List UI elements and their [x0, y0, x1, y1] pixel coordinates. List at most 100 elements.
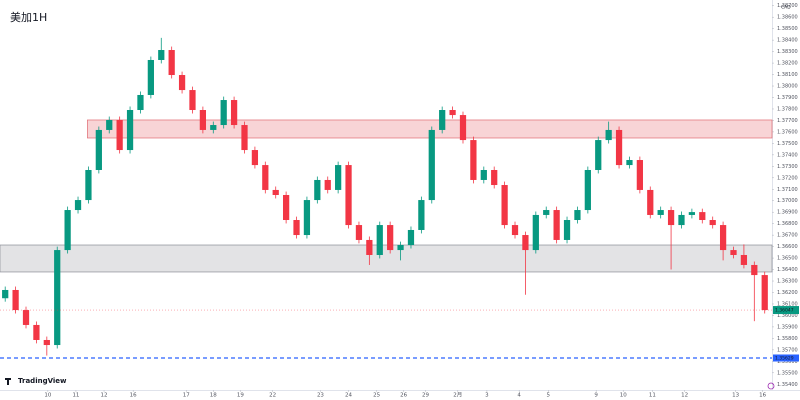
candle-body: [574, 210, 581, 221]
y-tick-label: 1.37200: [777, 175, 798, 181]
y-tick-label: 1.37700: [777, 118, 798, 124]
candle-body: [449, 110, 456, 116]
candle-body: [719, 225, 727, 251]
y-tick-label: 1.38400: [777, 38, 798, 44]
candle-body: [168, 50, 175, 76]
candle-body: [657, 210, 664, 215]
y-tick-label: 1.35900: [777, 324, 798, 330]
candle-body: [376, 225, 383, 255]
x-tick-label: 16: [759, 393, 766, 399]
y-tick-label: 1.36100: [777, 301, 798, 307]
y-tick-label: 1.38100: [777, 72, 798, 78]
candle-body: [480, 169, 487, 180]
candle-body: [751, 264, 758, 276]
candle-body: [428, 129, 435, 201]
watermark: TradingView: [18, 377, 67, 385]
x-tick-label: 17: [183, 393, 190, 399]
x-tick-label: 11: [649, 393, 656, 399]
y-tick-label: 1.35500: [777, 370, 798, 376]
candle-body: [262, 165, 269, 190]
x-tick-label: 11: [72, 393, 79, 399]
candle-body: [251, 150, 259, 166]
x-tick-label: 23: [317, 393, 324, 399]
y-tick-label: 1.36500: [777, 256, 798, 262]
candle-body: [137, 94, 144, 111]
y-tick-label: 1.38700: [777, 3, 798, 9]
candle-body: [407, 229, 415, 246]
candle-body: [335, 165, 342, 190]
zone: [0, 244, 773, 273]
candle-body: [74, 200, 82, 211]
y-tick-label: 1.36600: [777, 244, 798, 250]
candle-body: [241, 125, 248, 151]
y-tick-label: 1.37300: [777, 164, 798, 170]
y-tick-label: 1.37900: [777, 95, 798, 101]
candle-body: [595, 140, 602, 170]
candle-body: [501, 185, 508, 226]
candle-body: [220, 100, 227, 126]
candle-body: [355, 225, 363, 240]
y-tick-label: 1.37000: [777, 198, 798, 204]
x-tick-label: 2月: [453, 392, 462, 399]
candle-body: [699, 212, 706, 221]
candle-body: [106, 119, 113, 130]
candle-body: [761, 275, 768, 311]
x-tick-label: 3: [485, 393, 489, 399]
y-tick-label: 1.38200: [777, 61, 798, 67]
candle-body: [272, 189, 279, 195]
candle-body: [85, 169, 92, 201]
settings-icon[interactable]: [767, 382, 775, 390]
candle-body: [126, 110, 134, 151]
y-tick-label: 1.36000: [777, 313, 798, 319]
candle-body: [324, 179, 331, 190]
y-tick-label: 1.37500: [777, 141, 798, 147]
y-tick-label: 1.37600: [777, 129, 798, 135]
candle-body: [64, 210, 71, 251]
hline-tag: [773, 354, 799, 362]
candle-body: [563, 220, 571, 240]
candle-body: [553, 210, 560, 240]
candle-body: [22, 310, 30, 325]
y-tick-label: 1.35700: [777, 347, 798, 353]
x-tick-label: 13: [732, 393, 739, 399]
candle-body: [730, 250, 737, 255]
y-tick-label: 1.37100: [777, 187, 798, 193]
candle-body: [709, 220, 716, 226]
candle-body: [345, 165, 352, 226]
candle-body: [2, 289, 9, 299]
y-tick-label: 1.36200: [777, 290, 798, 296]
candle-body: [522, 235, 529, 251]
plot-layer: 1.35400 1.35500 1.35600 1.35700 1.35800 1.359…: [0, 3, 799, 399]
candle-body: [178, 75, 186, 91]
candle-body: [282, 195, 290, 221]
candle-body: [491, 169, 498, 186]
x-tick-label: 10: [44, 393, 51, 399]
candle-body: [33, 324, 40, 340]
y-tick-label: 1.37800: [777, 106, 798, 112]
x-tick-label: 18: [210, 393, 217, 399]
candle-body: [230, 100, 238, 126]
candle-body: [293, 220, 300, 236]
candle-body: [116, 119, 123, 151]
y-tick-label: 1.35800: [777, 336, 798, 342]
candle-body: [387, 225, 394, 251]
y-tick-label: 1.35400: [777, 382, 798, 388]
candle-body: [740, 254, 748, 265]
candle-body: [688, 212, 696, 215]
x-tick-label: 10: [620, 393, 627, 399]
candle-body: [605, 129, 612, 141]
candle-body: [470, 140, 477, 180]
candle-body: [626, 160, 633, 166]
x-tick-label: 19: [237, 393, 244, 399]
x-tick-label: 22: [269, 393, 276, 399]
x-tick-label: 12: [101, 393, 108, 399]
x-tick-label: 4: [517, 393, 521, 399]
x-tick-label: 12: [681, 393, 688, 399]
y-tick-label: 1.36900: [777, 210, 798, 216]
candle-body: [189, 90, 196, 111]
candle-body: [615, 129, 623, 166]
candle-body: [199, 110, 207, 130]
x-tick-label: 29: [422, 393, 429, 399]
last-price-label: 1.36047: [775, 308, 794, 314]
